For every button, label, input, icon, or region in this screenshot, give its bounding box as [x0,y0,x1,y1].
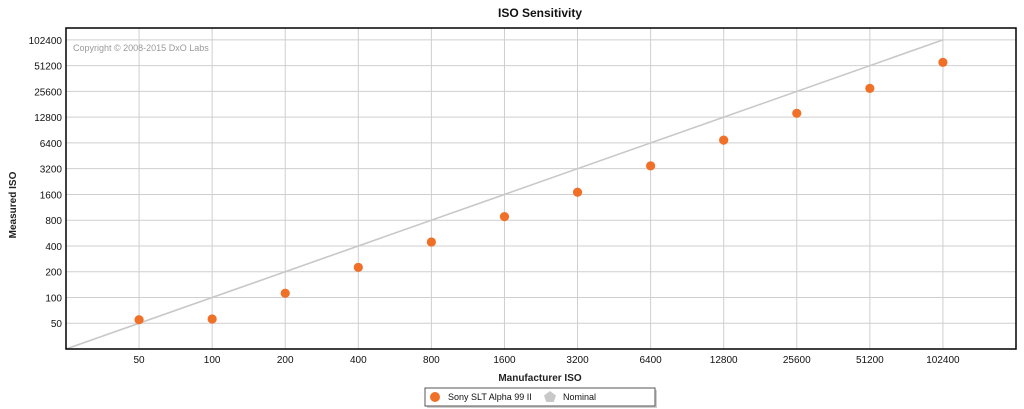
data-point [280,288,290,298]
legend-item-sony[interactable]: Sony SLT Alpha 99 II [430,392,532,402]
y-tick-label: 400 [45,242,62,253]
y-tick-label: 51200 [34,62,62,73]
y-tick-label: 100 [45,293,62,304]
data-point [938,57,948,67]
data-point [134,315,144,325]
plot-area-border [65,27,1017,350]
x-axis-title: Manufacturer ISO [498,373,582,384]
nominal-line [65,39,944,350]
y-tick-label: 102400 [29,36,63,47]
chart-title: ISO Sensitivity [498,6,582,20]
x-tick-labels: 50 100 200 400 800 1600 3200 6400 12800 25600 5120… [134,355,961,366]
copyright-watermark: Copyright © 2008-2015 DxO Labs [73,43,209,53]
x-tick-label: 400 [350,355,367,366]
x-tick-label: 102400 [926,355,960,366]
nominal-line-group [65,39,944,350]
grid-lines [66,28,1016,349]
y-tick-label: 25600 [34,87,62,98]
data-point [646,161,656,171]
y-tick-labels: 50 100 200 400 800 1600 3200 6400 12800 25600 5120… [29,36,63,330]
y-tick-label: 800 [45,216,62,227]
legend-item-nominal[interactable]: Nominal [544,391,596,402]
x-tick-label: 6400 [639,355,662,366]
x-tick-label: 3200 [566,355,589,366]
data-point [719,135,729,145]
x-tick-label: 25600 [783,355,811,366]
legend-label-nominal: Nominal [563,392,596,402]
data-point [572,187,583,197]
legend-marker-sony-icon [430,392,440,402]
y-tick-label: 50 [51,319,63,330]
x-tick-label: 200 [277,355,294,366]
y-tick-label: 12800 [34,113,62,124]
y-tick-label: 3200 [40,165,63,176]
data-point [207,314,217,324]
y-tick-label: 200 [45,268,62,279]
y-tick-label: 6400 [40,139,63,150]
legend-box [424,387,656,407]
data-point [426,237,436,247]
data-points-group [134,57,948,325]
x-tick-label: 12800 [710,355,738,366]
data-point [865,83,875,93]
x-tick-label: 51200 [856,355,884,366]
x-tick-label: 1600 [493,355,516,366]
x-tick-label: 800 [423,355,440,366]
legend: Sony SLT Alpha 99 II Nominal [424,387,657,408]
data-point [353,262,363,272]
data-point [499,212,510,222]
legend-label-sony: Sony SLT Alpha 99 II [448,392,532,402]
y-tick-label: 1600 [40,190,63,201]
data-point [792,108,802,118]
y-axis-title: Measured ISO [8,171,19,238]
legend-marker-nominal-icon [544,391,556,402]
x-tick-label: 100 [204,355,221,366]
x-tick-label: 50 [134,355,146,366]
